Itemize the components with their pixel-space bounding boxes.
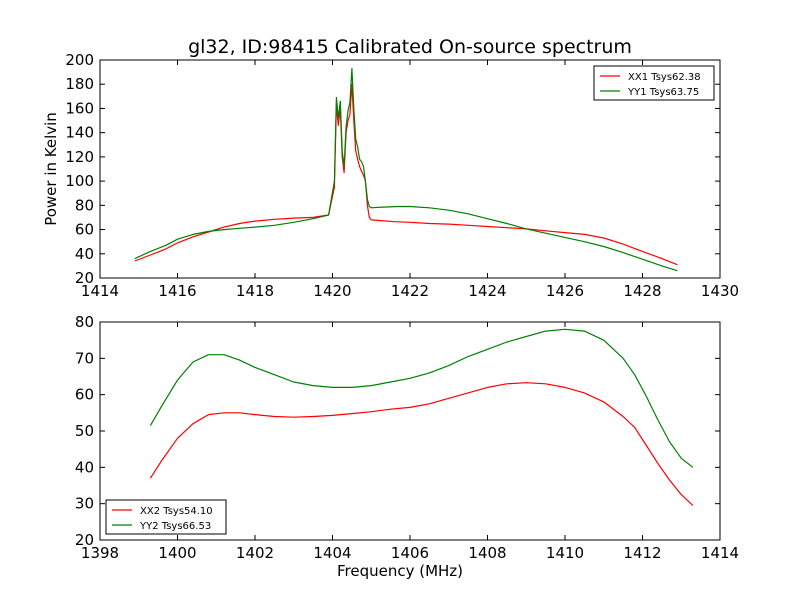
y-tick-label: 60 <box>75 221 94 239</box>
x-tick-label: 1400 <box>158 544 196 562</box>
series-line-1 <box>149 382 694 506</box>
y-tick-label: 100 <box>65 172 94 190</box>
legend: XX1 Tsys62.38 YY1 Tsys63.75 <box>593 65 715 101</box>
x-tick-label: 1424 <box>468 282 506 300</box>
y-tick-label: 80 <box>75 313 94 331</box>
y-tick-label: 120 <box>65 148 94 166</box>
x-tick-label: 1428 <box>623 282 661 300</box>
y-tick-label: 160 <box>65 99 94 117</box>
x-tick-label: 1412 <box>623 544 661 562</box>
legend-entry: XX2 Tsys54.10 <box>140 506 213 517</box>
x-tick-label: 1414 <box>81 282 119 300</box>
y-tick-label: 180 <box>65 75 94 93</box>
bottom-plot: 1398 1400 1402 1404 1406 1408 1410 1412 1414 20 30… <box>75 313 739 580</box>
y-tick-label: 80 <box>75 196 94 214</box>
x-tick-label: 1422 <box>391 282 429 300</box>
x-tick-label: 1420 <box>313 282 351 300</box>
x-tick-label: 1414 <box>701 544 739 562</box>
y-tick-label: 40 <box>75 458 94 476</box>
x-tick-label: 1430 <box>701 282 739 300</box>
y-tick-label: 50 <box>75 422 94 440</box>
x-tick-label: 1398 <box>81 544 119 562</box>
x-tick-label: 1404 <box>313 544 351 562</box>
legend-entry: XX1 Tsys62.38 <box>628 72 701 83</box>
y-tick-label: 20 <box>75 269 94 287</box>
legend-box <box>593 65 715 101</box>
chart-title: gl32, ID:98415 Calibrated On-source spec… <box>188 36 632 58</box>
y-tick-label: 40 <box>75 245 94 263</box>
y-tick-label: 30 <box>75 495 94 513</box>
x-axis-label: Frequency (MHz) <box>337 562 463 580</box>
x-tick-label: 1426 <box>546 282 584 300</box>
legend-entry: YY2 Tsys66.53 <box>139 521 211 532</box>
legend-box <box>105 499 227 535</box>
top-plot: 1414 1416 1418 1420 1422 1424 1426 1428 1430 20 40… <box>42 51 739 300</box>
y-tick-label: 200 <box>65 51 94 69</box>
x-tick-label: 1406 <box>391 544 429 562</box>
y-tick-label: 140 <box>65 124 94 142</box>
y-tick-label: 70 <box>75 349 94 367</box>
x-tick-label: 1408 <box>468 544 506 562</box>
series-line-1 <box>134 83 678 266</box>
y-tick-label: 60 <box>75 386 94 404</box>
x-tick-label: 1410 <box>546 544 584 562</box>
x-tick-label: 1416 <box>158 282 196 300</box>
x-tick-label: 1418 <box>236 282 274 300</box>
legend: XX2 Tsys54.10 YY2 Tsys66.53 <box>105 499 227 535</box>
y-axis-label: Power in Kelvin <box>42 112 60 226</box>
series-line-2 <box>134 67 678 272</box>
x-tick-label: 1402 <box>236 544 274 562</box>
series-line-2 <box>149 328 694 468</box>
y-tick-label: 20 <box>75 531 94 549</box>
legend-entry: YY1 Tsys63.75 <box>627 87 699 98</box>
